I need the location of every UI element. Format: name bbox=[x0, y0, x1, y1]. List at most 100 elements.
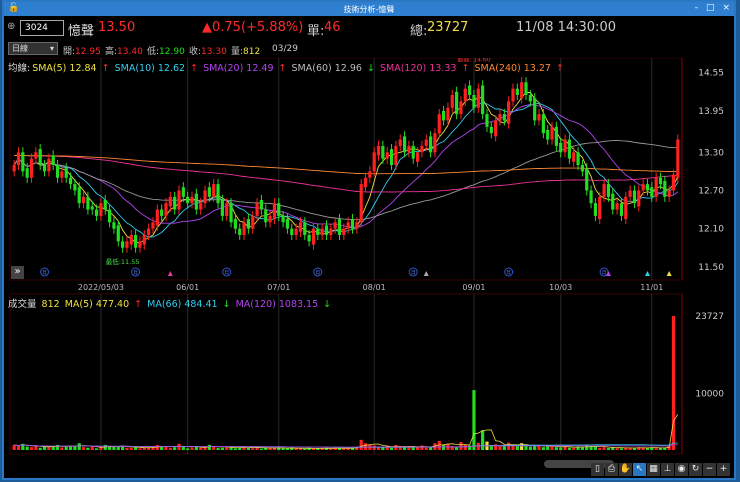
volume-bar bbox=[533, 444, 537, 450]
candle-body bbox=[264, 209, 268, 223]
volume-bar bbox=[572, 448, 576, 450]
volume-bar bbox=[385, 446, 389, 450]
date-tick-label: 07/01 bbox=[267, 283, 290, 292]
candle-body bbox=[394, 145, 398, 165]
open-value: 12.95 bbox=[75, 47, 101, 57]
low-label: 低: bbox=[147, 47, 160, 57]
price-tick-label: 12.70 bbox=[698, 186, 724, 196]
close-button[interactable]: × bbox=[722, 3, 730, 13]
legend-prefix: 均線: bbox=[8, 63, 31, 74]
volume-bar bbox=[272, 448, 277, 450]
candle-body bbox=[290, 228, 294, 235]
price-tick-label: 13.95 bbox=[698, 107, 724, 117]
volume-bar bbox=[619, 448, 624, 450]
low-annotation: 最低:11.55 bbox=[106, 257, 140, 266]
volume-bar bbox=[320, 447, 324, 450]
low-value: 12.90 bbox=[159, 47, 185, 57]
panel-icon[interactable]: ▦ bbox=[647, 463, 660, 476]
candle-body bbox=[398, 139, 402, 146]
month-marker-icon bbox=[222, 267, 232, 277]
arrow-down-icon: ↓ bbox=[323, 299, 332, 310]
candle-body bbox=[355, 222, 359, 229]
candle-body bbox=[86, 196, 90, 210]
candle-body bbox=[619, 203, 624, 216]
volume-bar bbox=[94, 448, 99, 450]
volume-bar bbox=[515, 445, 519, 450]
pointer-icon[interactable]: ↖ bbox=[633, 463, 646, 476]
candle-body bbox=[311, 228, 316, 245]
date-tick-label: 06/01 bbox=[176, 283, 199, 292]
month-marker-label: 月 bbox=[224, 271, 229, 277]
arrow-down-icon: ↓ bbox=[366, 63, 378, 74]
legend-item: SMA(240) 13.27 bbox=[474, 63, 554, 74]
zoom-out-icon[interactable]: − bbox=[703, 463, 716, 476]
chevron-down-icon: ▾ bbox=[49, 44, 54, 53]
eye-icon[interactable]: ◉ bbox=[675, 463, 688, 476]
candle-body bbox=[637, 190, 641, 207]
search-icon[interactable]: ⊕ bbox=[7, 21, 16, 32]
volume-bar bbox=[541, 447, 545, 450]
candle-body bbox=[142, 235, 146, 245]
candle-body bbox=[125, 241, 129, 248]
volume-bar bbox=[593, 446, 598, 450]
month-marker-icon bbox=[313, 267, 323, 277]
candle-body bbox=[268, 215, 272, 223]
volume-bar bbox=[212, 446, 216, 450]
last-price: 13.50 bbox=[98, 20, 136, 35]
candle-body bbox=[151, 222, 155, 229]
candle-body bbox=[580, 165, 585, 172]
ruler-icon[interactable]: ⊥ bbox=[661, 463, 674, 476]
minimize-button[interactable]: - bbox=[694, 3, 698, 13]
total-label: 總: bbox=[410, 24, 428, 39]
candle-body bbox=[272, 203, 277, 220]
price-tick-label: 13.30 bbox=[698, 148, 724, 158]
stock-code-input[interactable]: 3024 bbox=[20, 20, 64, 36]
volume-bar bbox=[47, 447, 51, 450]
volume-bar bbox=[99, 447, 103, 450]
volume-bar bbox=[654, 448, 658, 450]
volume-ma-5-line bbox=[14, 414, 679, 449]
candle-body bbox=[233, 219, 237, 229]
candle-body bbox=[415, 152, 420, 162]
candle-body bbox=[199, 203, 203, 210]
maximize-button[interactable]: □ bbox=[705, 3, 715, 13]
print-icon[interactable]: ⎙ bbox=[605, 463, 618, 476]
zoom-in-icon[interactable]: + bbox=[717, 463, 730, 476]
candle-body bbox=[12, 165, 16, 172]
volume-bar bbox=[121, 445, 125, 450]
candle-body bbox=[103, 200, 107, 210]
candle-body bbox=[316, 228, 320, 235]
candle-body bbox=[298, 222, 303, 232]
price-volume-chart[interactable]: 2022/05/03 06/01 07/01 08/01 09/01 10/03 11/01… bbox=[4, 58, 734, 480]
quote-datetime: 11/08 14:30:00 bbox=[516, 20, 616, 35]
candle-body bbox=[641, 184, 645, 191]
candle-body bbox=[68, 177, 73, 185]
volume-bar bbox=[203, 447, 207, 450]
legend-item: SMA(20) 12.49 bbox=[203, 63, 277, 74]
hand-icon[interactable]: ✋ bbox=[619, 463, 632, 476]
lock-icon[interactable]: 🔓 bbox=[8, 3, 20, 13]
volume-bar bbox=[606, 448, 611, 450]
legend-prefix: 成交量 bbox=[8, 299, 37, 310]
month-marker-label: 月 bbox=[411, 271, 416, 277]
expand-icon[interactable]: » bbox=[11, 266, 24, 279]
legend-item: SMA(5) 12.84 bbox=[32, 63, 100, 74]
month-marker-icon bbox=[408, 267, 418, 277]
candle-body bbox=[650, 187, 654, 197]
stock-name: 憶聲 bbox=[68, 24, 95, 39]
candle-body bbox=[160, 209, 164, 216]
volume-bar bbox=[90, 446, 94, 450]
volume-bar bbox=[671, 316, 676, 450]
volume-bar bbox=[38, 447, 42, 450]
period-select[interactable]: 日線 ▾ bbox=[8, 42, 58, 55]
candle-body bbox=[645, 184, 650, 191]
signal-triangle-icon bbox=[423, 271, 429, 276]
legend-item: MA(5) 477.40 bbox=[64, 299, 133, 310]
volume-bar bbox=[81, 447, 86, 450]
arrow-up-icon: ↑ bbox=[555, 63, 564, 74]
volume-bar bbox=[164, 446, 168, 450]
month-marker-label: 月 bbox=[602, 271, 607, 277]
refresh-icon[interactable]: ↻ bbox=[689, 463, 702, 476]
doc-icon[interactable]: ▯ bbox=[591, 463, 604, 476]
candle-body bbox=[212, 184, 216, 197]
